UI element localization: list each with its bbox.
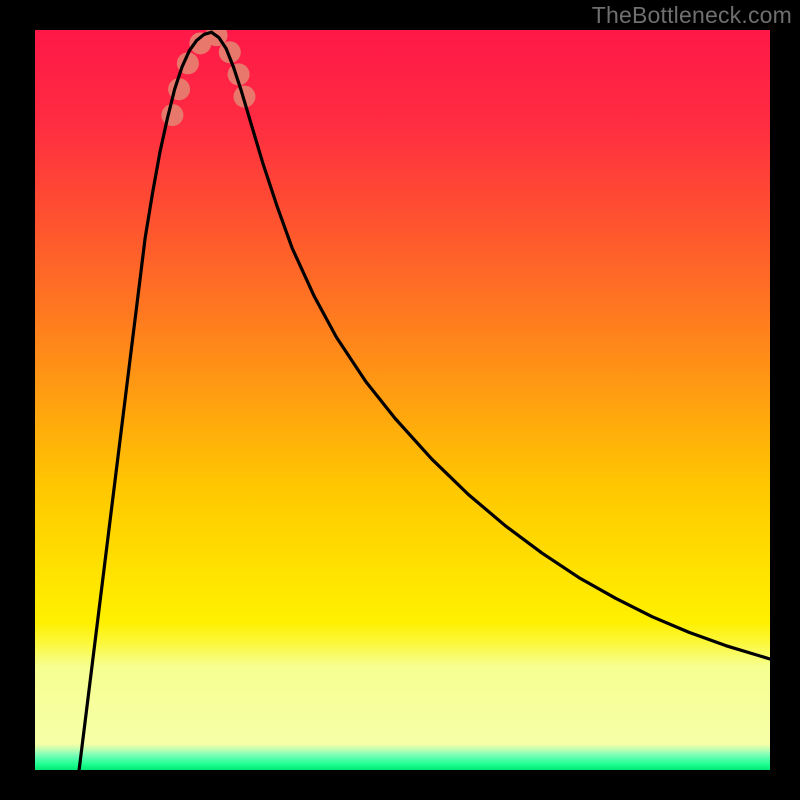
curve-right: [211, 32, 770, 659]
chart-frame: TheBottleneck.com: [0, 0, 800, 800]
curve-left: [79, 32, 211, 770]
plot-area: [35, 30, 770, 770]
watermark-label: TheBottleneck.com: [592, 2, 792, 29]
chart-svg: [35, 30, 770, 770]
bottleneck-marker-0: [161, 104, 183, 126]
